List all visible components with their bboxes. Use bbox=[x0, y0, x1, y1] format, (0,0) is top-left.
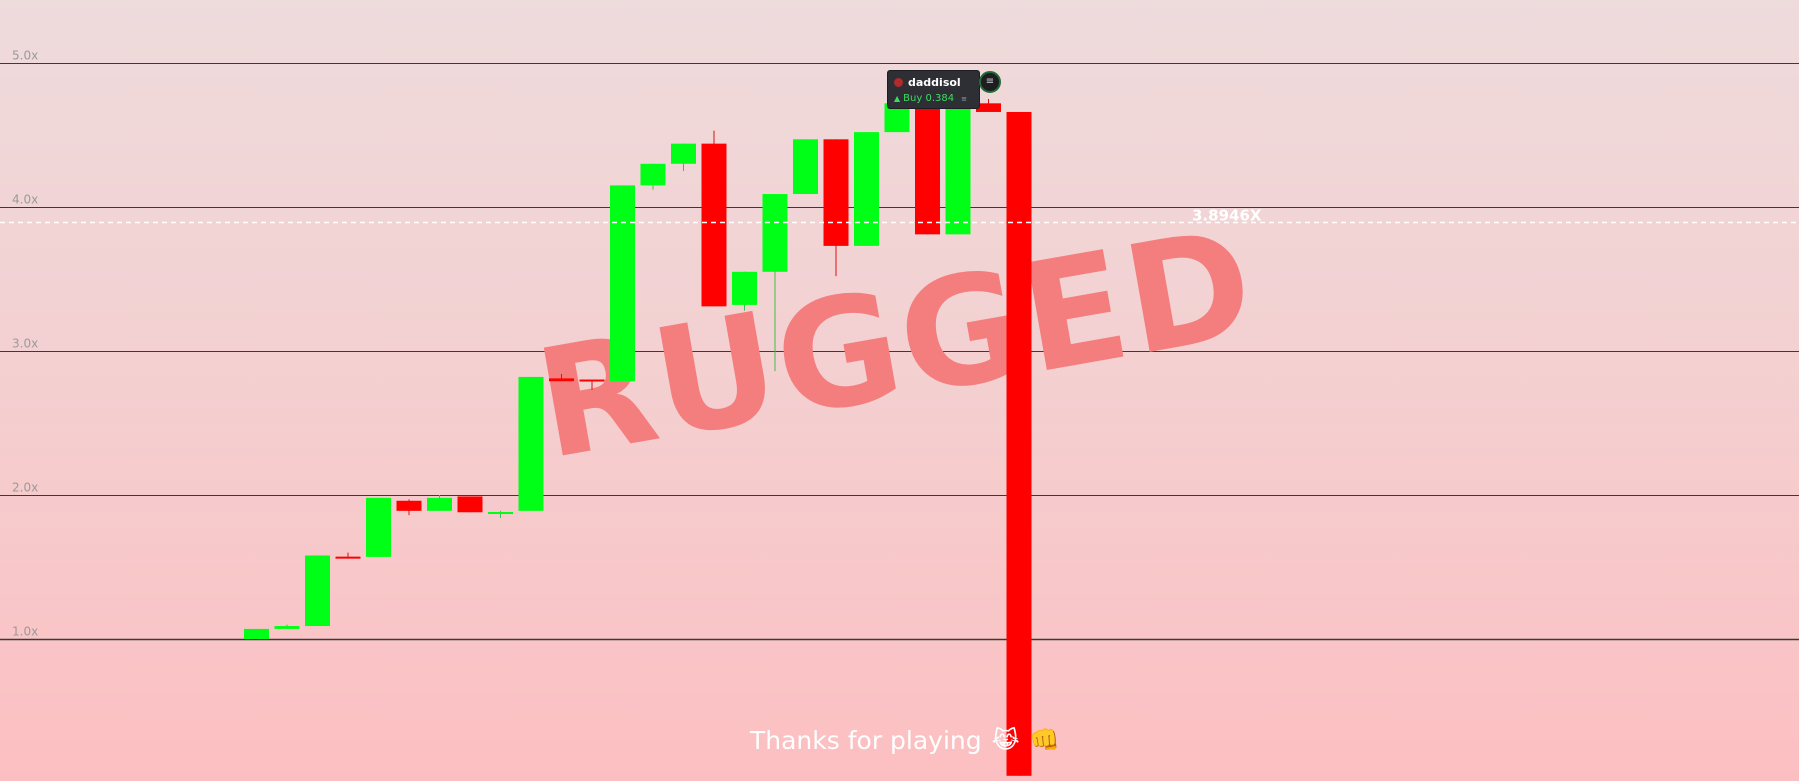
trade-marker-icon[interactable]: ≡ bbox=[979, 71, 1001, 93]
candle-body bbox=[549, 378, 574, 382]
rugged-watermark: RUGGED bbox=[525, 196, 1267, 493]
trade-action: Buy 0.384 bbox=[903, 93, 955, 104]
user-avatar bbox=[894, 78, 903, 87]
current-price-marker: 3.8946X bbox=[0, 207, 1799, 225]
candle-body bbox=[793, 139, 818, 195]
y-tick-label: 1.0x bbox=[12, 625, 38, 639]
end-message: Thanks for playing 😹 👊 bbox=[750, 722, 1060, 758]
candle-body bbox=[823, 139, 849, 246]
y-tick-label: 5.0x bbox=[12, 49, 38, 63]
cat-laugh-emoji: 😹 bbox=[991, 726, 1020, 754]
trade-action-row: ▲ Buy 0.384 ≡ bbox=[894, 92, 973, 105]
grid-lines bbox=[0, 63, 1799, 641]
candle-body bbox=[427, 497, 452, 511]
candle-body bbox=[671, 143, 696, 164]
y-tick-label: 3.0x bbox=[12, 337, 38, 351]
candles bbox=[244, 99, 1032, 776]
y-tick-label: 2.0x bbox=[12, 481, 38, 495]
candle-body bbox=[915, 103, 940, 235]
candle-body bbox=[701, 143, 727, 307]
candle-body bbox=[305, 555, 330, 627]
candle-body bbox=[579, 379, 605, 382]
candle-body bbox=[1006, 111, 1032, 776]
candle-body bbox=[610, 185, 635, 382]
candle-body bbox=[488, 512, 513, 514]
candle-body bbox=[945, 103, 971, 235]
candle-body bbox=[457, 496, 483, 513]
candle-body bbox=[366, 497, 391, 557]
candle-body bbox=[335, 556, 361, 559]
menu-icon: ≡ bbox=[985, 76, 995, 87]
candle-body bbox=[244, 628, 269, 639]
trade-notification[interactable]: daddisol ▲ Buy 0.384 ≡ bbox=[887, 70, 980, 109]
y-tick-label: 4.0x bbox=[12, 193, 38, 207]
fist-emoji: 👊 bbox=[1029, 726, 1060, 754]
up-arrow-icon: ▲ bbox=[894, 94, 901, 103]
y-axis-labels: 1.0x 2.0x 3.0x 4.0x 5.0x bbox=[12, 49, 38, 639]
candle-body bbox=[854, 132, 879, 246]
current-price-label: 3.8946X bbox=[1192, 207, 1262, 225]
candle-body bbox=[640, 163, 666, 186]
candle-body bbox=[274, 626, 300, 629]
candle-body bbox=[518, 376, 544, 511]
candle-body bbox=[762, 194, 788, 272]
thanks-text: Thanks for playing bbox=[750, 725, 982, 755]
candle-body bbox=[396, 500, 422, 511]
list-icon: ≡ bbox=[961, 94, 967, 103]
trade-user-row: daddisol bbox=[894, 75, 973, 90]
candle-body bbox=[732, 271, 757, 305]
candle-body bbox=[976, 103, 1001, 112]
trade-username: daddisol bbox=[908, 76, 961, 89]
